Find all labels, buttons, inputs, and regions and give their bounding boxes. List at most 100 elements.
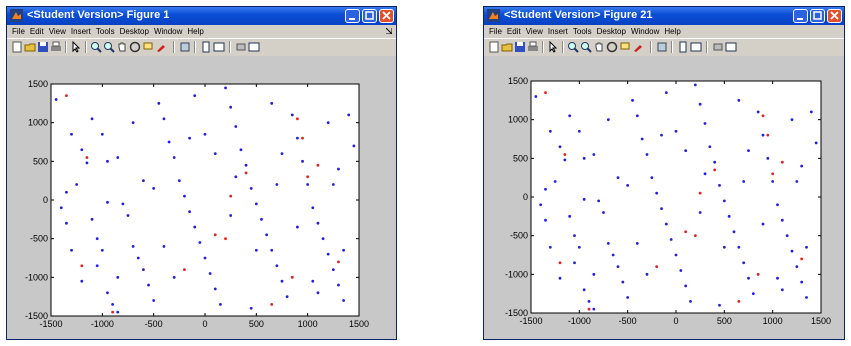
blue-point	[751, 292, 755, 296]
blue-point	[285, 295, 289, 299]
save-icon[interactable]	[514, 41, 526, 53]
red-point	[655, 265, 659, 268]
red-point	[693, 234, 697, 238]
blue-point	[131, 121, 135, 125]
menu-view[interactable]: View	[48, 27, 66, 36]
blue-point	[188, 210, 192, 214]
colorbar-icon[interactable]	[677, 41, 689, 53]
brush-icon[interactable]	[155, 41, 167, 53]
menu-file[interactable]: File	[12, 27, 25, 36]
new-figure-icon[interactable]	[11, 41, 23, 53]
menu-desktop[interactable]: Desktop	[119, 27, 149, 36]
zoom-in-icon[interactable]	[90, 41, 102, 53]
zoom-out-icon[interactable]	[103, 41, 115, 53]
menu-help[interactable]: Help	[664, 27, 681, 36]
minimize-icon	[349, 18, 355, 20]
menu-desktop[interactable]: Desktop	[596, 27, 626, 36]
blue-point	[234, 125, 238, 128]
blue-point	[234, 175, 238, 179]
close-button[interactable]	[379, 9, 394, 23]
open-file-icon[interactable]	[24, 41, 36, 53]
colorbar-icon[interactable]	[200, 41, 212, 53]
menu-edit[interactable]: Edit	[506, 27, 521, 36]
blue-point	[100, 248, 104, 252]
save-icon[interactable]	[37, 41, 49, 53]
blue-point	[147, 283, 150, 287]
data-cursor-icon[interactable]	[142, 41, 154, 53]
rotate-3d-icon[interactable]	[606, 41, 618, 53]
legend-icon[interactable]	[213, 41, 225, 53]
blue-point	[645, 153, 649, 156]
hide-plot-tools-icon[interactable]	[712, 41, 724, 53]
blue-point	[316, 221, 320, 225]
blue-point	[162, 245, 166, 248]
menu-view[interactable]: View	[525, 27, 543, 36]
close-button[interactable]	[827, 9, 842, 23]
blue-point	[732, 230, 736, 234]
show-plot-tools-icon[interactable]	[248, 41, 260, 53]
blue-point	[785, 234, 789, 238]
brush-icon[interactable]	[632, 41, 644, 53]
pan-hand-icon[interactable]	[116, 41, 128, 53]
menu-bar: File Edit View Insert Tools Desktop Window Help	[484, 25, 844, 38]
menu-file[interactable]: File	[489, 27, 502, 36]
minimize-button[interactable]	[793, 9, 808, 23]
title-bar[interactable]: <Student Version> Figure 21	[484, 7, 844, 25]
red-point	[713, 168, 717, 172]
link-plot-icon[interactable]	[656, 41, 668, 53]
blue-point	[126, 214, 130, 217]
pan-hand-icon[interactable]	[593, 41, 605, 53]
red-point	[316, 163, 320, 167]
menu-edit[interactable]: Edit	[29, 27, 44, 36]
new-figure-icon[interactable]	[488, 41, 500, 53]
blue-point	[296, 136, 299, 140]
blue-point	[674, 129, 678, 133]
print-icon[interactable]	[527, 41, 539, 53]
maximize-button[interactable]	[810, 9, 825, 23]
maximize-button[interactable]	[362, 9, 377, 23]
title-bar[interactable]: <Student Version> Figure 1	[7, 7, 396, 25]
y-tick-label: 1000	[28, 118, 48, 128]
edit-plot-arrow-icon[interactable]	[547, 41, 559, 53]
hide-plot-tools-icon[interactable]	[235, 41, 247, 53]
blue-point	[722, 199, 726, 203]
rotate-3d-icon[interactable]	[129, 41, 141, 53]
blue-point	[640, 137, 644, 141]
blue-point	[582, 197, 586, 201]
zoom-out-icon[interactable]	[580, 41, 592, 53]
show-plot-tools-icon[interactable]	[725, 41, 737, 53]
legend-icon[interactable]	[690, 41, 702, 53]
blue-point	[660, 207, 663, 211]
open-file-icon[interactable]	[501, 41, 513, 53]
blue-point	[539, 203, 543, 207]
x-tick-label: -1500	[39, 319, 62, 329]
blue-point	[219, 303, 222, 306]
data-cursor-icon[interactable]	[619, 41, 631, 53]
blue-point	[106, 291, 109, 295]
menu-insert[interactable]: Insert	[70, 27, 91, 36]
blue-point	[742, 261, 746, 265]
scatter-plot[interactable]: -1500 -1000 -500 0 500 1000 1500 -1500 -1000 -500…	[7, 56, 396, 340]
scatter-plot[interactable]: -1500 -1000 -500 0 500 1000 1500 -1500 -1000 -500…	[484, 56, 844, 340]
menu-window[interactable]: Window	[153, 27, 183, 36]
menu-window[interactable]: Window	[630, 27, 660, 36]
blue-point	[684, 284, 688, 288]
link-plot-icon[interactable]	[179, 41, 191, 53]
minimize-button[interactable]	[345, 9, 360, 23]
menu-tools[interactable]: Tools	[572, 27, 592, 36]
blue-point	[693, 83, 697, 87]
print-icon[interactable]	[50, 41, 62, 53]
zoom-in-icon[interactable]	[567, 41, 579, 53]
menu-insert[interactable]: Insert	[547, 27, 568, 36]
blue-point	[703, 122, 707, 125]
edit-plot-arrow-icon[interactable]	[70, 41, 82, 53]
red-point	[224, 237, 227, 241]
blue-point	[790, 118, 794, 122]
axes-box[interactable]	[530, 80, 822, 314]
menu-tools[interactable]: Tools	[95, 27, 115, 36]
red-point	[270, 303, 274, 306]
menu-help[interactable]: Help	[187, 27, 204, 36]
blue-point	[669, 238, 673, 241]
dock-arrow-icon[interactable]	[386, 28, 392, 34]
blue-point	[326, 121, 330, 125]
